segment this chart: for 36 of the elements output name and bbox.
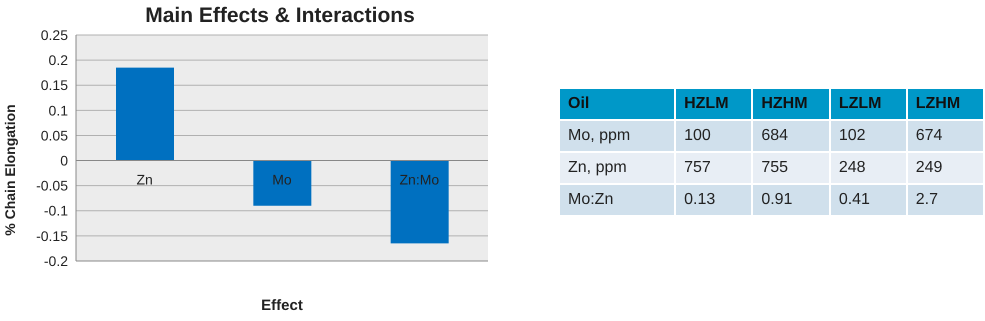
x-tick-label: HZLM — [675, 89, 752, 120]
y-tick-label: 0.2 — [48, 52, 68, 68]
data-label: 0.91 — [752, 184, 830, 216]
y-tick-label: 0.05 — [40, 127, 68, 144]
data-label: 248 — [830, 152, 907, 184]
x-tick-label: Mo — [272, 172, 292, 188]
y-tick-label: 0 — [60, 152, 68, 169]
y-tick-label: -0.2 — [44, 252, 68, 269]
data-label: 0.13 — [675, 184, 752, 216]
x-tick-label: Zn:Mo — [399, 172, 440, 188]
row-header-cell: Mo:Zn — [560, 184, 676, 216]
x-tick-label: HZHM — [752, 89, 830, 120]
x-tick-label: LZLM — [830, 89, 907, 120]
data-label: 674 — [906, 120, 984, 152]
data-label: 755 — [752, 152, 830, 184]
y-tick-label: 0.15 — [40, 77, 68, 94]
y-tick-label: 0.1 — [48, 102, 68, 118]
data-label: 0.41 — [830, 184, 907, 216]
chart-title: Main Effects & Interactions — [144, 4, 416, 28]
row-header-cell: Zn, ppm — [560, 152, 676, 184]
row-header-cell: Mo, ppm — [560, 120, 676, 152]
y-axis-title: % Chain Elongation — [2, 104, 18, 236]
data-label: 684 — [752, 120, 830, 152]
data-label: 100 — [675, 120, 752, 152]
data-label: 2.7 — [906, 184, 984, 216]
data-label: 249 — [906, 152, 984, 184]
x-axis-title: Effect — [260, 297, 304, 314]
data-label: 757 — [675, 152, 752, 184]
x-tick-label: LZHM — [906, 89, 984, 120]
x-tick-label: Zn — [136, 172, 153, 188]
x-axis-title: Oil — [560, 89, 676, 120]
y-tick-label: 0.25 — [40, 26, 68, 43]
data-label: 102 — [830, 120, 907, 152]
y-tick-label: -0.1 — [44, 202, 68, 219]
y-tick-label: -0.05 — [36, 178, 68, 194]
y-tick-label: -0.15 — [36, 228, 68, 244]
